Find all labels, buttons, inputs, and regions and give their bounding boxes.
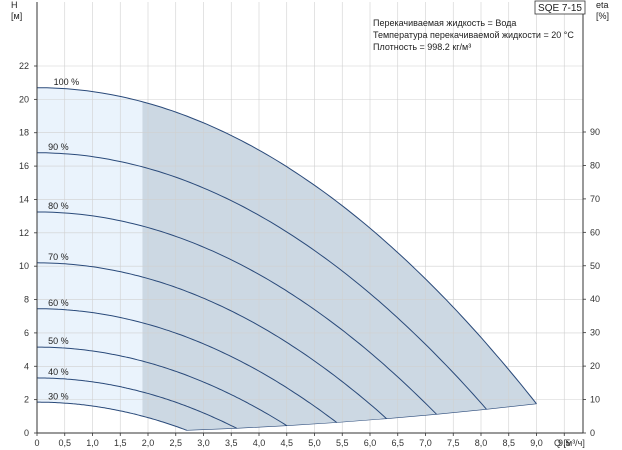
x-tick-label: 6,5 [391,438,404,448]
y2-tick-label: 40 [590,294,600,304]
x-tick-label: 1,5 [114,438,127,448]
curve-label: 50 % [48,336,69,346]
annotation-density: Плотность = 998.2 кг/м³ [373,42,471,52]
y-tick-label: 8 [24,295,29,305]
end-point-line [186,403,537,431]
y2-tick-label: 70 [590,194,600,204]
y2-tick-label: 0 [590,428,595,438]
x-tick-label: 8,0 [475,438,488,448]
x-tick-label: 0 [34,438,39,448]
head-curve [37,401,188,431]
y2-tick-label: 60 [590,227,600,237]
annotation-liquid: Перекачиваемая жидкость = Вода [373,18,516,28]
y-axis-label-symbol: H [11,0,18,10]
y-ticks: 0 2 4 6 8 10 12 14 16 18 20 22 [19,61,37,438]
x-tick-label: 7,0 [419,438,432,448]
y-tick-label: 12 [19,228,29,238]
x-tick-label: 3,5 [225,438,238,448]
x-tick-label: 1,0 [86,438,99,448]
y-tick-label: 0 [24,428,29,438]
x-tick-label: 0,5 [58,438,71,448]
x-tick-label: 2,5 [169,438,182,448]
y-tick-label: 2 [24,395,29,405]
y-tick-label: 14 [19,194,29,204]
curve-label: 70 % [48,252,69,262]
curve-labels: 100 % 90 % 80 % 70 % 60 % 50 % 40 % 30 % [48,77,79,401]
x-tick-label: 2,0 [142,438,155,448]
chart-title: SQE 7-15 [538,3,582,14]
x-tick-label: 4,5 [280,438,293,448]
y-tick-label: 4 [24,361,29,371]
y2-ticks: 0 10 20 30 40 50 60 70 80 90 [583,127,600,438]
region-low-flow [37,87,143,417]
y2-tick-label: 10 [590,395,600,405]
y-axis-label-unit: [м] [11,11,22,21]
curve-label: 60 % [48,298,69,308]
annotation-temperature: Температура перекачиваемой жидкости = 20… [373,30,574,40]
x-tick-label: 9,5 [558,438,571,448]
head-curves [36,87,537,431]
curve-label: 80 % [48,201,69,211]
head-curve [36,377,238,429]
curve-label: 40 % [48,367,69,377]
y-tick-label: 18 [19,128,29,138]
head-curve [37,346,288,427]
head-curve [36,262,387,420]
x-axis-label: Q [м³/ч] [554,438,585,448]
y-tick-label: 10 [19,261,29,271]
y-tick-label: 20 [19,94,29,104]
x-tick-label: 5,0 [308,438,321,448]
x-ticks: 0 0,5 1,0 1,5 2,0 2,5 3,0 3,5 4,0 4,5 5,0 5,5 6,0 6,5… [34,433,571,448]
y2-axis-label-symbol: eta [596,0,609,10]
grid [37,2,583,433]
y2-tick-label: 80 [590,160,600,170]
axes [36,2,584,434]
curve-label: 100 % [54,77,80,87]
x-tick-label: 9,0 [530,438,543,448]
x-tick-label: 7,5 [447,438,460,448]
y2-tick-label: 50 [590,261,600,271]
x-tick-label: 5,5 [336,438,349,448]
curve-label: 90 % [48,142,69,152]
y2-tick-label: 20 [590,361,600,371]
x-tick-label: 3,0 [197,438,210,448]
head-curve [36,152,487,410]
x-tick-label: 8,5 [502,438,515,448]
y-tick-label: 22 [19,61,29,71]
x-tick-label: 6,0 [364,438,377,448]
y-tick-label: 16 [19,161,29,171]
y-tick-label: 6 [24,328,29,338]
head-curve [37,308,338,423]
title-box [534,0,586,15]
y2-tick-label: 90 [590,127,600,137]
head-curve [37,87,537,405]
y2-axis-label-unit: [%] [596,11,609,21]
curve-label: 30 % [48,391,69,401]
head-curve [37,211,437,415]
x-tick-label: 4,0 [253,438,266,448]
y2-tick-label: 30 [590,328,600,338]
